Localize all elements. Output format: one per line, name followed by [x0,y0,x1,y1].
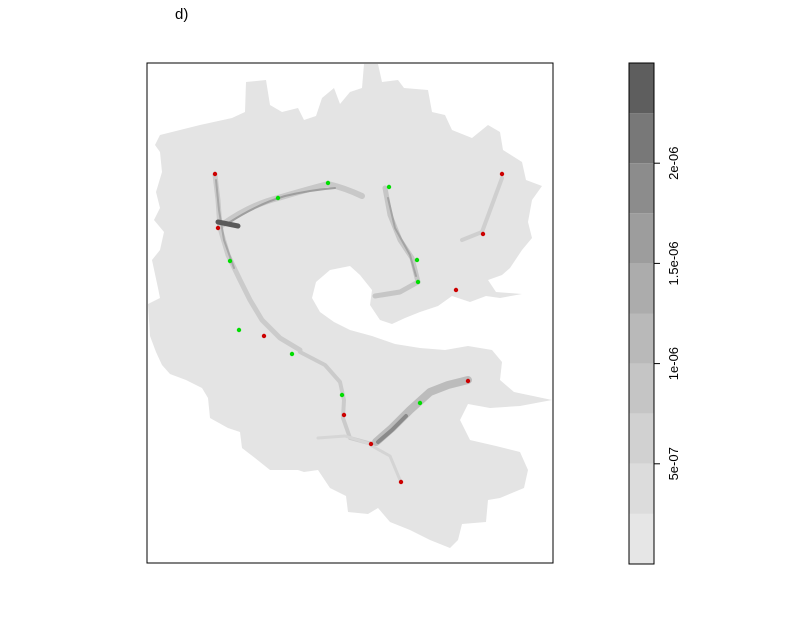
corridor-right-vertical [372,185,421,299]
red-point [212,171,218,177]
green-point [414,257,420,263]
red-point [465,378,471,384]
corridor-southwest-spur [316,434,372,446]
study-area-region [148,64,552,548]
colorbar-level [629,163,654,214]
colorbar-tick-label: 5e-07 [666,447,681,480]
red-point [499,171,505,177]
corridor-top-arc-core [229,187,336,223]
panel-label: d) [175,6,189,23]
red-point [480,231,486,237]
corridor-south-spur [370,444,402,482]
red-points [212,171,505,485]
red-point [341,412,347,418]
colorbar-level [629,363,654,414]
green-point [415,279,421,285]
red-point [215,225,221,231]
plot-border [146,62,554,564]
green-point [417,400,423,406]
corridor-dark-node [215,219,241,229]
colorbar-tick-label: 1e-06 [666,347,681,380]
colorbar-tick-label: 2e-06 [666,147,681,180]
green-point [325,180,331,186]
green-point [386,184,392,190]
green-point [227,258,233,264]
corridor-top-arc [219,181,365,228]
colorbar-level [629,63,654,114]
green-point [289,351,295,357]
density-corridors [212,172,504,482]
red-point [398,479,404,485]
green-point [339,392,345,398]
colorbar-level [629,213,654,264]
colorbar-level [629,263,654,314]
green-points [227,180,423,406]
corridor-right-vertical-core [387,197,417,277]
colorbar-level [629,513,654,564]
map-panel [146,62,554,564]
red-point [261,333,267,339]
green-point [236,327,242,333]
corridor-diagonal-core [376,414,408,444]
colorbar-level [629,113,654,164]
red-point [453,287,459,293]
colorbar: 5e-07 1e-06 1.5e-06 2e-06 [628,62,681,565]
colorbar-tick-label: 1.5e-06 [666,241,681,285]
colorbar-level [629,463,654,514]
red-point [368,441,374,447]
corridor-east-branch [460,176,504,242]
green-point [275,195,281,201]
colorbar-border [628,62,655,565]
colorbar-level [629,413,654,464]
colorbar-level [629,313,654,364]
